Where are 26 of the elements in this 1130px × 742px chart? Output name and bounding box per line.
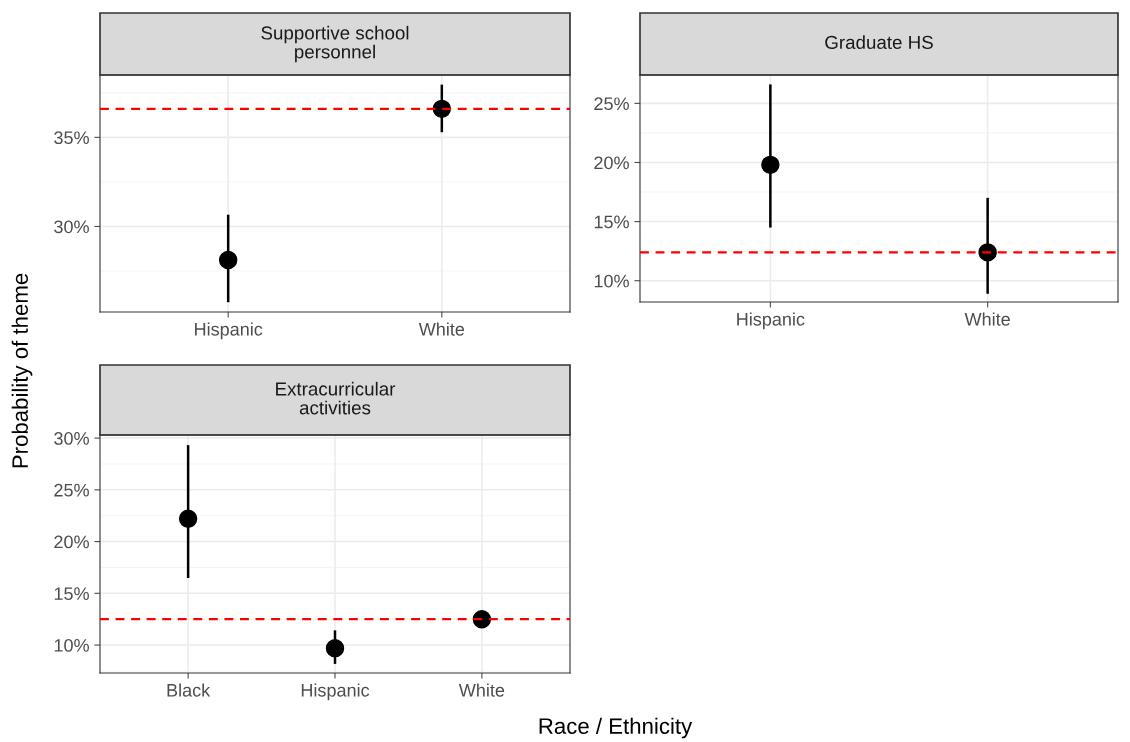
- x-tick-label: White: [418, 322, 465, 336]
- y-tick-label: 15%: [594, 215, 629, 229]
- y-axis-title: Probability of theme: [11, 273, 33, 468]
- y-tick-label: 35%: [54, 131, 89, 145]
- y-tick-label: 25%: [594, 97, 629, 111]
- x-tick-label: Hispanic: [301, 683, 370, 701]
- chart-title: Supportive school personnel: [261, 25, 409, 63]
- y-tick-label: 20%: [54, 535, 89, 549]
- point: [178, 509, 198, 529]
- x-tick-label: White: [964, 312, 1010, 326]
- x-tick-label: White: [458, 683, 505, 697]
- chart-title: Extracurricular activities: [276, 381, 396, 415]
- point: [325, 638, 345, 658]
- y-tick-label: 10%: [54, 639, 89, 652]
- chart-title: Graduate HS: [825, 35, 933, 50]
- y-tick-label: 30%: [54, 220, 89, 234]
- y-tick-label: 30%: [54, 432, 89, 445]
- y-tick-label: 25%: [54, 483, 89, 497]
- x-axis-title: Race / Ethnicity: [539, 717, 693, 739]
- x-tick-label: Black: [167, 683, 211, 697]
- y-tick-label: 10%: [594, 274, 629, 288]
- x-tick-label: Hispanic: [737, 312, 805, 330]
- y-tick-label: 15%: [54, 587, 89, 601]
- point: [472, 609, 492, 629]
- y-tick-label: 20%: [594, 156, 629, 170]
- x-tick-label: Hispanic: [195, 322, 263, 340]
